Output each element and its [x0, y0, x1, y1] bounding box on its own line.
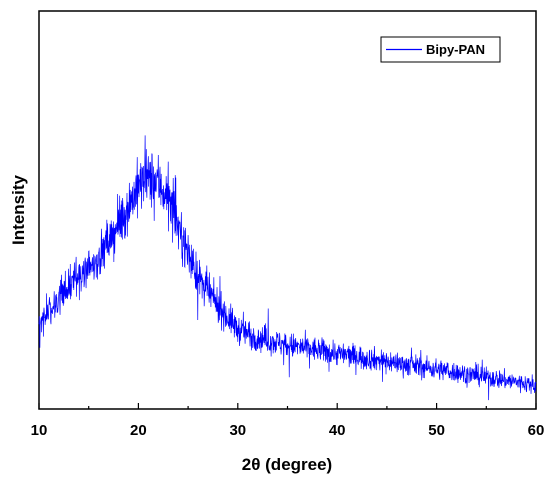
x-axis-title: 2θ (degree) — [242, 455, 332, 474]
x-tick-label: 40 — [329, 422, 346, 439]
x-tick-label: 50 — [428, 422, 445, 439]
y-axis-title: Intensity — [9, 175, 28, 245]
x-tick-label: 30 — [229, 422, 246, 439]
tick-layer: 10 20 30 40 50 60 — [31, 403, 545, 439]
series-line-bipy-pan — [38, 135, 537, 401]
legend-label-bipy-pan: Bipy-PAN — [426, 42, 485, 57]
x-tick-label: 10 — [31, 422, 48, 439]
x-tick-label: 60 — [528, 422, 545, 439]
x-tick-label: 20 — [130, 422, 147, 439]
series-layer — [38, 135, 537, 401]
legend: Bipy-PAN — [380, 36, 501, 63]
